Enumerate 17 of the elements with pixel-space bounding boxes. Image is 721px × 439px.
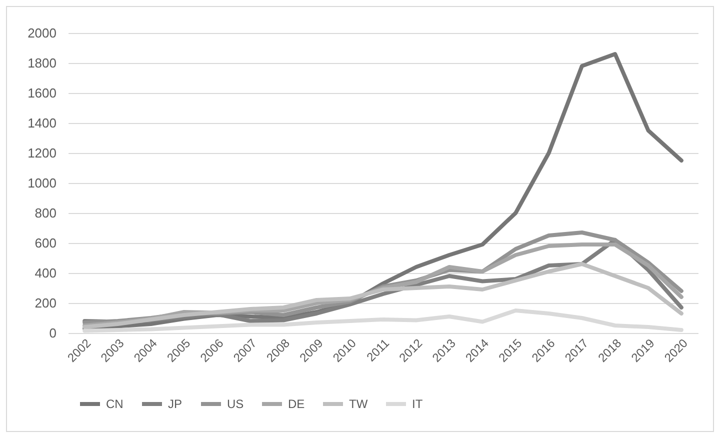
legend-label: CN bbox=[106, 397, 124, 411]
y-tick-label: 1600 bbox=[28, 86, 56, 100]
legend-label: JP bbox=[168, 397, 182, 411]
y-tick-label: 0 bbox=[49, 326, 56, 340]
y-tick-label: 1800 bbox=[28, 56, 56, 70]
y-tick-label: 1400 bbox=[28, 116, 56, 130]
y-tick-label: 800 bbox=[34, 206, 56, 220]
y-tick-label: 200 bbox=[34, 296, 56, 310]
legend-label: TW bbox=[349, 397, 368, 411]
y-tick-label: 2000 bbox=[28, 26, 56, 40]
y-tick-label: 600 bbox=[34, 236, 56, 250]
legend-label: US bbox=[227, 397, 244, 411]
legend-label: DE bbox=[288, 397, 305, 411]
legend-label: IT bbox=[412, 397, 424, 411]
y-tick-label: 400 bbox=[34, 266, 56, 280]
y-tick-label: 1000 bbox=[28, 176, 56, 190]
y-tick-label: 1200 bbox=[28, 146, 56, 160]
